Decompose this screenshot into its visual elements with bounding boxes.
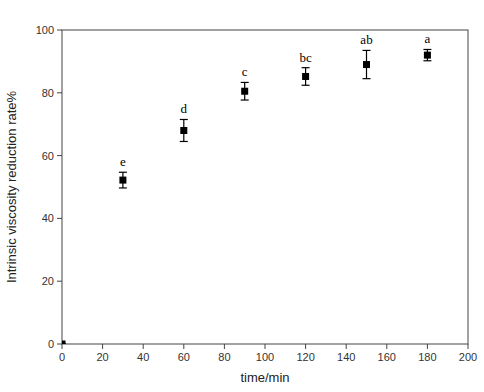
y-tick: [57, 344, 62, 345]
y-tick: [57, 281, 62, 282]
y-tick-label: 60: [42, 150, 54, 162]
x-axis-label: time/min: [240, 370, 289, 385]
x-tick: [102, 344, 103, 349]
x-tick: [265, 344, 266, 349]
y-axis-label: Intrinsic viscosity reduction rate%: [4, 90, 19, 283]
point: [119, 177, 126, 184]
error-bar: [241, 82, 249, 100]
x-tick-label: 60: [178, 351, 190, 363]
x-tick-label: 20: [96, 351, 108, 363]
data: [62, 49, 431, 344]
point: [180, 127, 187, 134]
y-tick-label: 40: [42, 212, 54, 224]
error-bar: [363, 50, 371, 78]
x-tick: [305, 344, 306, 349]
x-tick-label: 0: [59, 351, 65, 363]
point-label: bc: [299, 50, 312, 65]
point-label: ab: [360, 32, 372, 47]
point-label: e: [120, 154, 126, 169]
error-cap: [180, 141, 188, 142]
x-tick-label: 100: [256, 351, 274, 363]
y-tick: [57, 92, 62, 93]
x-tick-label: 40: [137, 351, 149, 363]
y-tick-label: 20: [42, 275, 54, 287]
x-tick-label: 120: [296, 351, 314, 363]
y-tick-label: 100: [36, 24, 54, 36]
y-tick: [57, 218, 62, 219]
point: [424, 52, 431, 59]
error-bar: [423, 49, 431, 60]
axes: 0 20 40 60 80 100 120 140 160 180 200 0 20 40 60 80 100: [36, 24, 478, 363]
plot-frame: [62, 30, 468, 344]
point-label: c: [242, 64, 248, 79]
x-tick: [62, 344, 63, 349]
error-cap: [363, 50, 371, 51]
x-tick: [143, 344, 144, 349]
x-tick: [427, 344, 428, 349]
error-bar: [180, 119, 188, 141]
point: [241, 88, 248, 95]
y-tick-label: 0: [48, 338, 54, 350]
point: [302, 73, 309, 80]
error-cap: [180, 119, 188, 120]
y-tick-label: 80: [42, 87, 54, 99]
x-tick-label: 140: [337, 351, 355, 363]
x-tick: [346, 344, 347, 349]
y-tick: [57, 30, 62, 31]
x-tick: [183, 344, 184, 349]
error-cap: [241, 99, 249, 100]
error-cap: [302, 85, 310, 86]
error-bar: [302, 68, 310, 86]
error-cap: [423, 60, 431, 61]
point: [62, 341, 66, 345]
error-cap: [119, 187, 127, 188]
y-tick: [57, 155, 62, 156]
error-cap: [119, 172, 127, 173]
error-cap: [423, 49, 431, 50]
error-cap: [363, 78, 371, 79]
point-labels: e d c bc ab a: [120, 31, 431, 169]
x-tick-label: 160: [378, 351, 396, 363]
x-tick-label: 80: [218, 351, 230, 363]
x-tick: [224, 344, 225, 349]
error-cap: [302, 67, 310, 68]
error-cap: [241, 82, 249, 83]
point-label: a: [425, 31, 431, 46]
x-tick-label: 180: [418, 351, 436, 363]
x-tick: [386, 344, 387, 349]
point: [363, 61, 370, 68]
chart: 0 20 40 60 80 100 120 140 160 180 200 0 20 40 60 80 100 t…: [0, 0, 484, 392]
error-bar: [119, 172, 127, 188]
x-tick-label: 200: [459, 351, 477, 363]
point-label: d: [181, 101, 188, 116]
x-tick: [468, 344, 469, 349]
